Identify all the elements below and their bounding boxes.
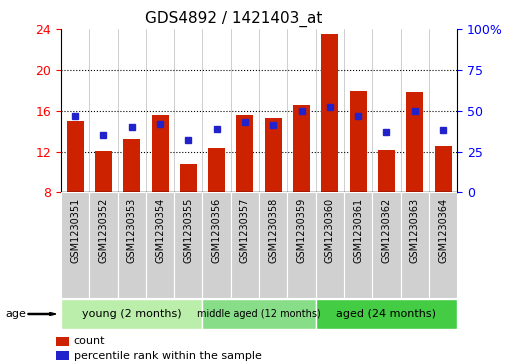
Bar: [151, 115, 169, 192]
Text: GSM1230360: GSM1230360: [325, 197, 335, 263]
Text: GSM1230356: GSM1230356: [212, 197, 221, 263]
Text: GSM1230354: GSM1230354: [155, 197, 165, 263]
Bar: [236, 115, 253, 192]
Bar: [146, 192, 174, 298]
Text: GSM1230355: GSM1230355: [183, 197, 194, 263]
Bar: [344, 192, 372, 298]
Bar: [293, 105, 310, 192]
Bar: [61, 299, 203, 329]
Bar: [288, 192, 315, 298]
Text: GSM1230353: GSM1230353: [126, 197, 137, 263]
Bar: [61, 192, 89, 298]
Text: GSM1230352: GSM1230352: [99, 197, 108, 263]
Text: GSM1230362: GSM1230362: [382, 197, 392, 263]
Bar: [180, 164, 197, 192]
Bar: [95, 151, 112, 192]
Text: count: count: [74, 336, 105, 346]
Bar: [378, 150, 395, 192]
Text: GSM1230351: GSM1230351: [70, 197, 80, 263]
Bar: [401, 192, 429, 298]
Bar: [117, 192, 146, 298]
Bar: [123, 139, 140, 192]
Bar: [67, 121, 84, 192]
Bar: [429, 192, 457, 298]
Bar: [265, 118, 282, 192]
Text: GSM1230357: GSM1230357: [240, 197, 250, 263]
Bar: [434, 146, 452, 192]
Bar: [203, 192, 231, 298]
Text: aged (24 months): aged (24 months): [336, 309, 436, 319]
Bar: [174, 192, 203, 298]
Text: middle aged (12 months): middle aged (12 months): [197, 309, 321, 319]
Bar: [208, 148, 225, 192]
Bar: [322, 34, 338, 192]
Bar: [315, 192, 344, 298]
Bar: [372, 192, 401, 298]
Text: GDS4892 / 1421403_at: GDS4892 / 1421403_at: [145, 11, 323, 27]
Text: age: age: [5, 309, 26, 319]
Bar: [89, 192, 117, 298]
Text: GSM1230364: GSM1230364: [438, 197, 448, 263]
Bar: [350, 91, 367, 192]
Text: GSM1230358: GSM1230358: [268, 197, 278, 263]
Bar: [406, 92, 423, 192]
Text: GSM1230363: GSM1230363: [410, 197, 420, 263]
Bar: [259, 192, 288, 298]
Bar: [203, 299, 315, 329]
Text: young (2 months): young (2 months): [82, 309, 181, 319]
Text: GSM1230361: GSM1230361: [353, 197, 363, 263]
Text: GSM1230359: GSM1230359: [297, 197, 306, 263]
Text: percentile rank within the sample: percentile rank within the sample: [74, 351, 262, 360]
Bar: [315, 299, 457, 329]
Bar: [231, 192, 259, 298]
